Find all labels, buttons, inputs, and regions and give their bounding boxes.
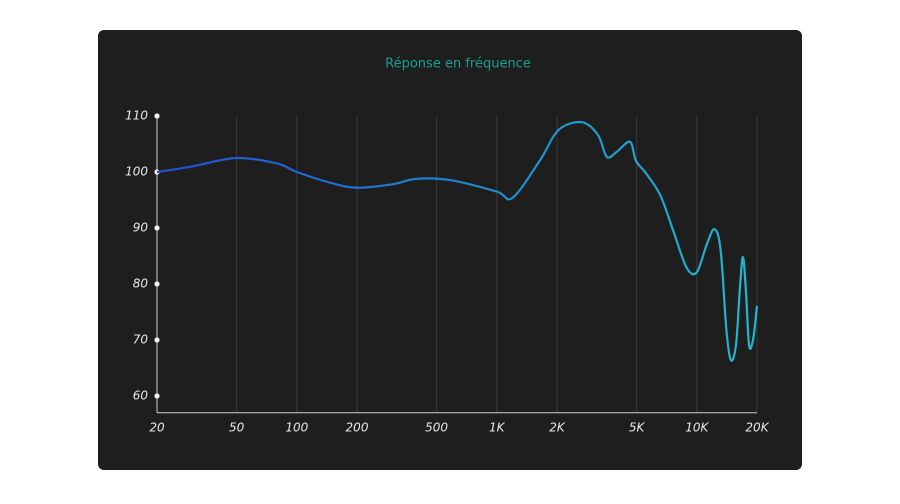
y-tick-label: 60 — [133, 389, 149, 403]
panel — [98, 30, 802, 470]
x-tick-label: 200 — [346, 420, 369, 434]
y-tick-label: 70 — [133, 333, 149, 347]
x-tick-label: 50 — [229, 420, 245, 434]
y-tick-dot — [154, 281, 160, 287]
x-tick-label: 1K — [489, 420, 506, 434]
x-tick-label: 500 — [425, 420, 448, 434]
y-tick-dot — [154, 337, 160, 343]
x-tick-label: 20K — [745, 420, 769, 434]
y-tick-label: 100 — [125, 165, 148, 179]
y-tick-label: 110 — [125, 109, 148, 123]
x-tick-label: 10K — [685, 420, 709, 434]
x-tick-label: 20 — [149, 420, 165, 434]
chart-title: Réponse en fréquence — [385, 57, 531, 72]
y-tick-dot — [154, 225, 160, 231]
y-tick-label: 80 — [133, 277, 149, 291]
y-tick-dot — [154, 393, 160, 399]
x-tick-label: 2K — [549, 420, 566, 434]
response-line — [156, 120, 759, 362]
x-tick-label: 5K — [629, 420, 646, 434]
y-tick-label: 90 — [133, 221, 149, 235]
y-tick-dot — [154, 113, 160, 119]
x-tick-label: 100 — [285, 420, 308, 434]
